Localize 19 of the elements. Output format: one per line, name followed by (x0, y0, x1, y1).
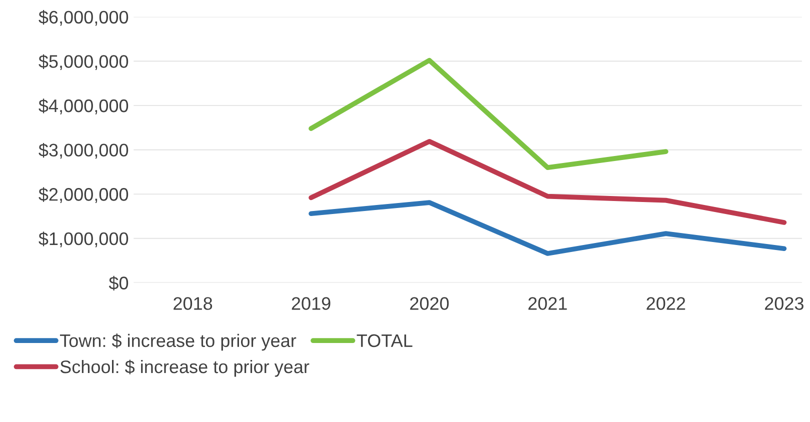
line-series (308, 138, 787, 225)
y-tick-label: $0 (108, 276, 128, 291)
y-tick-label: $2,000,000 (38, 187, 128, 203)
x-tick-label: 2019 (292, 297, 330, 310)
x-tick-label: 2021 (528, 297, 567, 310)
x-tick-label: 2023 (764, 297, 804, 310)
y-tick-label: $6,000,000 (38, 10, 128, 26)
x-tick-label: 2020 (410, 297, 449, 310)
y-tick-label: $1,000,000 (38, 232, 128, 248)
x-tick-label: 2018 (174, 297, 212, 310)
y-tick-label: $4,000,000 (38, 98, 128, 114)
y-tick-label: $3,000,000 (38, 142, 128, 159)
line-series (308, 58, 668, 170)
legend-label: Town: $ increase to prior year (60, 334, 296, 351)
legend-label: School: $ increase to prior year (60, 360, 310, 377)
legend-label: TOTAL (356, 334, 412, 348)
x-tick-label: 2022 (646, 297, 686, 310)
line-series (308, 200, 787, 256)
y-tick-label: $5,000,000 (38, 54, 128, 70)
